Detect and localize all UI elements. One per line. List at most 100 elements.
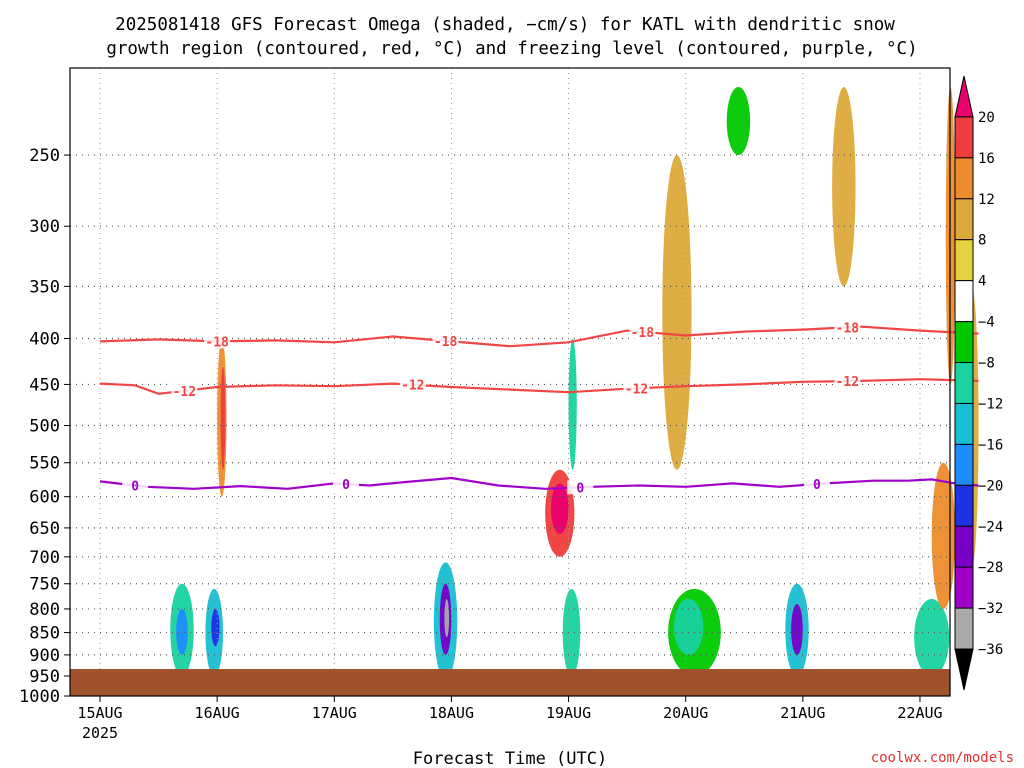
contour-label-bg [567,480,594,495]
y-tick-label: 250 [29,146,60,166]
shaded-region [220,366,226,470]
colorbar-label: −32 [978,601,1003,617]
colorbar-label: −16 [978,437,1003,453]
x-tick-label: 21AUG [780,704,825,722]
colorbar-swatch [954,239,974,282]
colorbar-swatch [954,443,974,486]
colorbar-legend: 20 16 12 8 4 −4 −8 −12 −16 −20 −24 −28 −32 −36 [954,75,1003,691]
colorbar-label: 20 [978,110,995,126]
contour-label: -18 [631,326,655,341]
x-axis-label: Forecast Time (UTC) [413,749,607,768]
colorbar-label: 12 [978,192,995,208]
y-tick-label: 1000 [19,687,60,707]
colorbar-label: −24 [978,519,1003,535]
y-tick-label: 350 [29,277,60,297]
chart-title-line2: growth region (contoured, red, °C) and f… [106,39,917,59]
colorbar-swatch [954,198,974,241]
contour-label-bg [834,374,861,389]
colorbar-label: 8 [978,233,986,249]
shaded-region [444,599,450,638]
contour-label: -12 [401,379,424,394]
contour-label-bg [399,377,426,392]
shaded-region [931,462,956,609]
contour-label-bg [629,324,656,339]
contour-label: 0 [813,478,821,493]
shaded-region [176,608,188,655]
shaded-region [568,338,577,470]
contour-label-bg [623,381,650,396]
chart-title-line1: 2025081418 GFS Forecast Omega (shaded, −… [115,15,895,35]
x-axis: 15AUG 16AUG 17AUG 18AUG 19AUG 20AUG 21AUG 22AUG… [69,67,951,742]
y-tick-label: 900 [29,646,60,666]
shaded-region [914,599,950,676]
contour-label: -18 [434,335,458,350]
y-tick-label: 650 [29,519,60,539]
y-tick-label: 450 [29,375,60,395]
y-tick-label: 400 [29,329,60,349]
contour-label-bg [834,320,861,335]
colorbar-swatch [954,484,974,527]
contour-label: -18 [836,321,860,336]
shaded-region [211,608,220,647]
colorbar-swatch [954,566,974,609]
colorbar-label: −4 [978,315,995,331]
x-tick-label: 19AUG [546,704,591,722]
contour-label: 0 [131,479,139,494]
x-year-label: 2025 [82,724,118,742]
colorbar-label: 4 [978,274,986,290]
colorbar-swatch [954,362,974,404]
colorbar-label: −12 [978,396,1003,412]
colorbar-swatch [954,607,974,650]
colorbar-label: 16 [978,151,995,167]
contour-label: -18 [205,335,229,350]
contour-label: -12 [836,375,859,390]
contour-label-bg [122,478,149,493]
colorbar-swatch [954,648,974,691]
plot-border [69,67,951,697]
x-tick-label: 18AUG [429,704,474,722]
ground-layer [70,669,950,696]
y-tick-label: 500 [29,417,60,437]
x-tick-label: 15AUG [77,704,122,722]
x-tick-label: 20AUG [663,704,708,722]
x-tick-label: 17AUG [312,704,357,722]
contour-label-bg [204,334,231,349]
watermark: coolwx.com/models [871,750,1014,766]
y-tick-label: 800 [29,600,60,620]
contour-label-bg [171,383,198,398]
ground-fill [70,669,950,696]
contour-label-bg [332,477,359,492]
colorbar-swatch [954,116,974,159]
colorbar-label: −8 [978,356,995,372]
y-axis: 2503003504004505005506006507007508008509… [19,146,70,707]
shaded-region [726,87,751,156]
colorbar-swatch [954,157,974,200]
y-tick-label: 300 [29,217,60,237]
shaded-region [550,483,569,534]
contour-line [99,325,979,348]
shaded-region [791,604,803,655]
x-tick-label: 16AUG [195,704,240,722]
shaded-region [562,588,581,676]
y-tick-label: 850 [29,624,60,644]
contour-label: 0 [342,478,350,493]
x-tick-label: 22AUG [897,704,942,722]
shaded-region [662,155,692,470]
shaded-region [673,599,704,655]
colorbar-swatch [954,75,974,118]
y-tick-label: 700 [29,548,60,568]
colorbar-swatch [954,402,974,445]
colorbar-label: −28 [978,560,1003,576]
contour-label: 0 [576,481,584,496]
contour-label: -12 [173,385,196,400]
colorbar-label: −20 [978,478,1003,494]
colorbar-label: −36 [978,642,1003,658]
contour-label-bg [803,477,830,492]
shaded-region [832,87,856,287]
colorbar-swatch [954,321,974,364]
colorbar-swatch [954,280,974,323]
y-tick-label: 550 [29,454,60,474]
colorbar-swatch [954,525,974,568]
y-tick-label: 950 [29,667,60,687]
